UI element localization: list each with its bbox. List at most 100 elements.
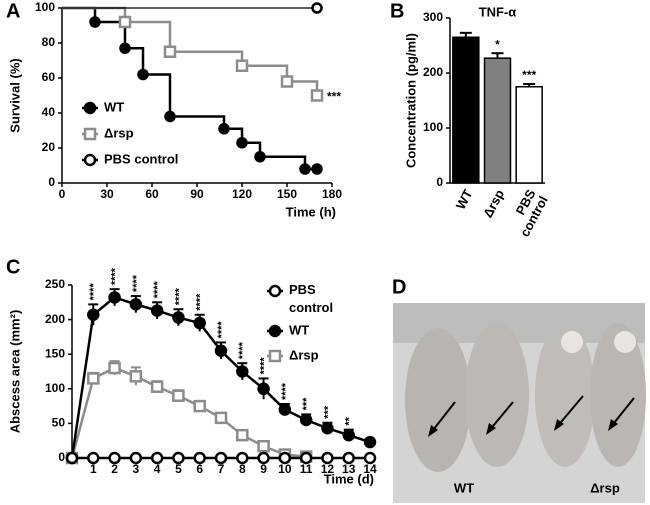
marker bbox=[87, 451, 100, 465]
y-tick-label: 80 bbox=[42, 35, 56, 49]
photo-label: WT bbox=[454, 480, 474, 495]
significance-label: **** bbox=[109, 267, 121, 285]
x-axis-label: Time (h) bbox=[286, 204, 336, 219]
significance-label: **** bbox=[216, 321, 228, 339]
mouse bbox=[405, 328, 471, 472]
x-tick-label: 1 bbox=[90, 462, 97, 476]
marker bbox=[164, 110, 176, 123]
significance-label: **** bbox=[258, 357, 270, 375]
legend-label: PBS control bbox=[289, 282, 333, 315]
marker bbox=[218, 123, 230, 135]
y-tick-label: 50 bbox=[52, 416, 66, 430]
y-tick-label: 20 bbox=[42, 140, 56, 154]
arrow-head bbox=[608, 419, 618, 431]
marker bbox=[193, 316, 206, 330]
arrow-head bbox=[486, 423, 496, 435]
marker bbox=[214, 411, 228, 425]
legend-label: Δrsp bbox=[104, 125, 134, 140]
marker bbox=[65, 451, 79, 465]
survival-line bbox=[62, 6, 317, 171]
y-tick-label: 40 bbox=[42, 105, 56, 119]
marker bbox=[87, 372, 100, 385]
bar bbox=[515, 86, 543, 184]
y-tick-label: 60 bbox=[42, 70, 56, 84]
legend-label: Δrsp bbox=[289, 347, 319, 362]
x-tick-label: 30 bbox=[100, 187, 114, 201]
marker bbox=[254, 151, 266, 163]
mouse bbox=[590, 323, 646, 467]
mouse bbox=[535, 323, 595, 467]
marker bbox=[118, 15, 132, 29]
panel-letter: D bbox=[392, 276, 406, 298]
legend-marker bbox=[268, 324, 282, 338]
y-tick-label: 100 bbox=[423, 120, 443, 134]
bar bbox=[483, 57, 512, 184]
marker bbox=[119, 42, 131, 54]
y-tick-label: 100 bbox=[35, 0, 55, 14]
arrow-heads bbox=[428, 419, 618, 437]
marker bbox=[172, 451, 185, 465]
x-tick-label: 5 bbox=[175, 462, 182, 476]
mouse bbox=[465, 323, 529, 467]
significance-label: **** bbox=[88, 283, 100, 301]
x-tick-label: 90 bbox=[190, 187, 204, 201]
legend-label: PBS control bbox=[104, 151, 178, 166]
y-tick-label: 100 bbox=[45, 381, 65, 395]
significance-label: **** bbox=[237, 341, 249, 359]
marker bbox=[310, 89, 324, 102]
legend-marker bbox=[268, 349, 282, 363]
panel-letter: C bbox=[6, 256, 20, 278]
significance-label: *** bbox=[327, 90, 341, 104]
x-tick-label: 3 bbox=[133, 462, 140, 476]
marker bbox=[236, 365, 249, 378]
legend-marker bbox=[83, 101, 97, 115]
x-axis-label: Time (d) bbox=[324, 471, 374, 486]
x-tick-label: 4 bbox=[154, 462, 161, 476]
significance-label: * bbox=[495, 37, 500, 51]
marker bbox=[342, 451, 355, 465]
mouse-ear bbox=[614, 331, 636, 353]
x-tick-label: Δrsp bbox=[480, 187, 507, 220]
y-tick-label: 200 bbox=[45, 312, 65, 326]
marker bbox=[321, 451, 334, 465]
x-tick-label: 120 bbox=[232, 187, 252, 201]
marker bbox=[363, 435, 377, 449]
x-tick-label: 180 bbox=[322, 187, 342, 201]
marker bbox=[257, 451, 270, 465]
marker bbox=[129, 451, 143, 465]
x-tick-label: WT bbox=[453, 187, 476, 212]
x-tick-label: 150 bbox=[277, 187, 297, 201]
arrow-head bbox=[554, 419, 564, 431]
significance-label: *** bbox=[301, 397, 313, 411]
significance-label: **** bbox=[131, 274, 143, 292]
marker bbox=[193, 451, 206, 465]
legend-marker bbox=[268, 284, 282, 298]
x-tick-label: 12 bbox=[321, 462, 335, 476]
marker bbox=[163, 45, 177, 58]
marker bbox=[342, 428, 355, 442]
marker bbox=[214, 451, 228, 465]
marker bbox=[150, 451, 164, 465]
chart-title: TNF-α bbox=[479, 4, 517, 19]
marker bbox=[236, 428, 249, 442]
marker bbox=[193, 399, 206, 413]
marker bbox=[257, 382, 270, 396]
significance-label: **** bbox=[280, 382, 292, 400]
y-tick-label: 0 bbox=[58, 450, 65, 464]
bar bbox=[452, 36, 480, 184]
x-tick-label: 13 bbox=[342, 462, 356, 476]
photo: WT Δrsp bbox=[393, 303, 646, 503]
y-axis-label: Abscess area (mm²) bbox=[7, 310, 22, 434]
mouse-ear bbox=[561, 331, 583, 353]
marker bbox=[129, 370, 143, 383]
significance-label: *** bbox=[522, 68, 536, 82]
x-tick-label: 7 bbox=[218, 462, 225, 476]
marker bbox=[129, 298, 143, 311]
marker bbox=[108, 291, 121, 304]
x-tick-label: 11 bbox=[300, 462, 313, 476]
marker bbox=[321, 421, 334, 435]
marker bbox=[299, 413, 313, 427]
legend-label: WT bbox=[289, 322, 309, 337]
y-tick-label: 250 bbox=[45, 277, 65, 291]
x-tick-label: 8 bbox=[239, 462, 246, 476]
